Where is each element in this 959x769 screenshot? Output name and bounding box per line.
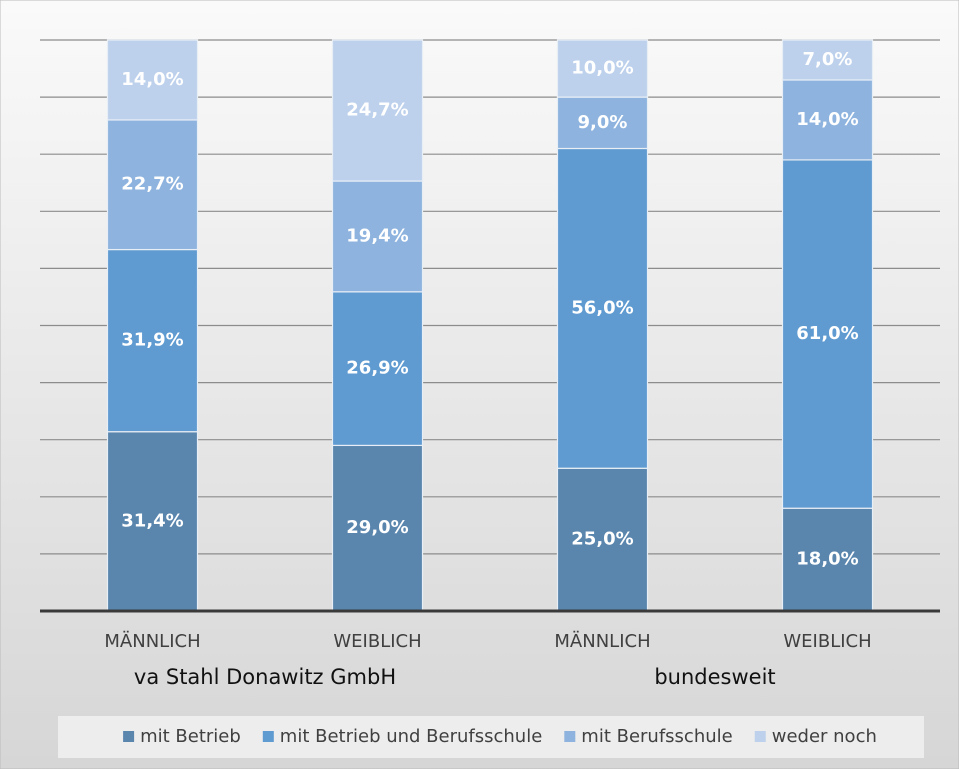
bar-segment bbox=[781, 159, 874, 509]
data-label: 31,4% bbox=[121, 510, 183, 531]
legend-label: mit Betrieb bbox=[140, 726, 241, 747]
data-label: 61,0% bbox=[796, 323, 858, 344]
bar-segment bbox=[556, 147, 649, 469]
data-label: 31,9% bbox=[121, 330, 183, 351]
bar-segment bbox=[331, 39, 424, 182]
bar-segment bbox=[331, 444, 424, 612]
data-label: 22,7% bbox=[121, 174, 183, 195]
bar-segment bbox=[556, 39, 649, 98]
data-label: 56,0% bbox=[571, 297, 633, 318]
bar-segment bbox=[781, 79, 874, 161]
group-label: va Stahl Donawitz GmbH bbox=[134, 665, 396, 689]
bar-segment bbox=[106, 119, 199, 251]
data-label: 14,0% bbox=[121, 69, 183, 90]
x-tick-label: MÄNNLICH bbox=[104, 631, 200, 652]
x-tick-label: WEIBLICH bbox=[783, 631, 871, 652]
data-label: 26,9% bbox=[346, 358, 408, 379]
bar-segment bbox=[106, 431, 199, 612]
x-tick-label: WEIBLICH bbox=[333, 631, 421, 652]
bar-segment bbox=[331, 291, 424, 447]
legend-marker bbox=[564, 731, 576, 742]
legend-label: weder noch bbox=[772, 726, 877, 747]
data-label: 14,0% bbox=[796, 109, 858, 130]
bar-segment bbox=[781, 507, 874, 612]
data-label: 29,0% bbox=[346, 517, 408, 538]
x-tick-label: MÄNNLICH bbox=[554, 631, 650, 652]
legend-marker bbox=[262, 731, 274, 742]
data-label: 9,0% bbox=[578, 112, 628, 133]
data-label: 25,0% bbox=[571, 529, 633, 550]
bar-segment bbox=[556, 96, 649, 150]
legend-marker bbox=[754, 731, 766, 742]
legend-label: mit Berufsschule bbox=[581, 726, 732, 747]
bar-segment bbox=[556, 467, 649, 612]
legend-marker bbox=[123, 731, 135, 742]
data-label: 10,0% bbox=[571, 58, 633, 79]
data-label: 18,0% bbox=[796, 549, 858, 570]
data-label: 7,0% bbox=[803, 49, 853, 70]
data-label: 24,7% bbox=[346, 100, 408, 121]
group-label: bundesweit bbox=[654, 665, 775, 689]
data-label: 19,4% bbox=[346, 225, 408, 246]
bar-segment bbox=[106, 248, 199, 433]
legend-box bbox=[58, 716, 924, 758]
bar-segment bbox=[781, 39, 874, 81]
legend-label: mit Betrieb und Berufsschule bbox=[280, 726, 543, 747]
bar-segment bbox=[106, 39, 199, 121]
